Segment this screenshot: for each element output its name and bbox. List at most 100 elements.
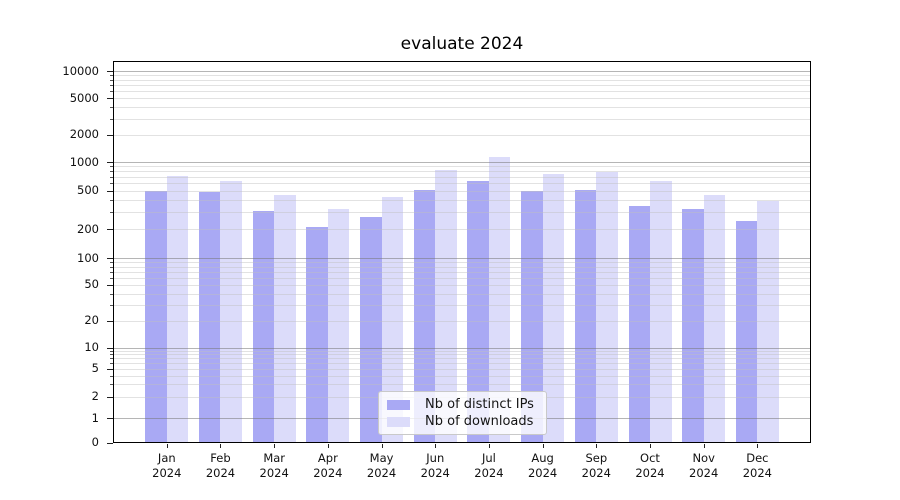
x-tick: [650, 444, 651, 448]
legend-item-distinct-ips: Nb of distinct IPs: [387, 397, 538, 412]
x-tick-label: Apr 2024: [293, 451, 363, 481]
legend-label-distinct-ips: Nb of distinct IPs: [425, 397, 534, 412]
legend-item-downloads: Nb of downloads: [387, 414, 538, 429]
plot-area: Nb of distinct IPs Nb of downloads: [113, 61, 811, 443]
bar-downloads: [274, 194, 296, 443]
x-tick: [488, 444, 490, 448]
bar-distinct-ips: [735, 221, 758, 443]
bar-downloads: [757, 201, 779, 443]
y-tick-label: 50: [84, 277, 99, 292]
x-tick-label-line: 2024: [527, 466, 558, 480]
grid-line-minor: [113, 384, 811, 386]
grid-line-minor: [113, 85, 811, 87]
x-tick-label-line: Dec: [746, 451, 769, 465]
grid-line-minor: [113, 183, 811, 185]
y-tick-minor: [110, 262, 113, 264]
y-tick-minor: [110, 200, 113, 202]
y-tick-minor: [110, 358, 113, 360]
y-tick-minor: [110, 350, 113, 352]
bar-downloads: [488, 157, 511, 443]
x-tick: [542, 444, 544, 448]
bar-downloads: [327, 208, 350, 443]
y-tick-minor: [110, 91, 113, 93]
y-tick-label: 5000: [69, 90, 99, 105]
bar-distinct-ips: [252, 210, 275, 443]
x-tick-label-line: Jan: [157, 451, 176, 465]
x-tick-label-line: Apr: [317, 451, 338, 465]
grid-line-minor: [113, 79, 811, 81]
grid-line-minor: [113, 190, 811, 192]
y-tick-label: 10000: [62, 63, 99, 78]
x-tick: [435, 444, 437, 448]
y-tick-minor: [110, 212, 113, 214]
bar-distinct-ips: [467, 181, 489, 443]
y-tick-label: 200: [77, 221, 99, 236]
x-tick-label-line: May: [369, 451, 394, 465]
bar-distinct-ips: [521, 191, 543, 443]
y-tick-minor: [110, 166, 113, 168]
x-tick-label: Dec 2024: [722, 451, 792, 481]
y-tick-minor: [110, 354, 113, 356]
x-tick-label-line: 2024: [742, 466, 773, 480]
grid-line-minor: [113, 107, 811, 109]
y-tick-label: 0: [91, 435, 99, 449]
grid-line-major: [113, 258, 811, 259]
x-tick-label: Jan 2024: [132, 451, 202, 481]
x-tick-label-line: Sep: [585, 451, 608, 465]
x-tick: [757, 444, 759, 448]
grid-line-minor: [113, 262, 811, 264]
y-tick-minor: [110, 375, 113, 377]
bar-distinct-ips: [360, 217, 382, 443]
x-tick-label-line: Oct: [640, 451, 660, 465]
grid-line-minor: [113, 212, 811, 214]
grid-line-minor: [113, 354, 811, 356]
grid-line-minor: [113, 75, 811, 77]
y-tick: [107, 134, 113, 136]
y-tick-minor: [110, 304, 113, 306]
y-tick-minor: [110, 75, 113, 77]
y-tick: [107, 347, 113, 349]
x-tick-label-line: Jul: [481, 451, 496, 465]
x-tick-label-line: 2024: [313, 466, 343, 480]
bar-downloads: [435, 169, 457, 443]
x-tick-label: Jun 2024: [400, 451, 470, 481]
x-tick-label: Jul 2024: [454, 451, 524, 481]
x-tick-label: Mar 2024: [239, 451, 309, 481]
x-tick-label-line: 2024: [635, 466, 665, 480]
bar-distinct-ips: [306, 227, 328, 443]
x-tick: [166, 444, 168, 448]
grid-line-minor: [113, 304, 811, 306]
y-tick: [107, 98, 113, 100]
grid-line-minor: [113, 277, 811, 279]
y-tick: [107, 258, 113, 259]
x-tick-label-line: 2024: [420, 466, 450, 480]
y-tick-minor: [110, 293, 113, 295]
x-tick-label-line: 2024: [152, 466, 182, 480]
x-tick: [703, 444, 705, 448]
y-tick-minor: [110, 183, 113, 185]
x-tick-label-line: Jun: [426, 451, 445, 465]
x-tick-label: May 2024: [347, 451, 417, 481]
y-tick-minor: [110, 363, 113, 365]
y-tick: [107, 162, 113, 163]
x-tick-label-line: Nov: [692, 451, 715, 465]
y-tick-minor: [110, 107, 113, 109]
x-tick: [327, 444, 329, 448]
x-tick-label-line: 2024: [259, 466, 289, 480]
y-tick-label: 1000: [69, 154, 99, 169]
grid-line-minor: [113, 358, 811, 360]
grid-line-minor: [113, 266, 811, 268]
y-tick-minor: [110, 85, 113, 87]
grid-line-minor: [113, 229, 811, 231]
grid-line-minor: [113, 98, 811, 100]
bar-downloads: [166, 175, 189, 443]
y-tick-minor: [110, 79, 113, 81]
x-tick-label-line: 2024: [474, 466, 504, 480]
y-tick-minor: [110, 118, 113, 120]
x-tick-label-line: 2024: [366, 466, 397, 480]
x-tick-label-line: 2024: [581, 466, 611, 480]
y-tick-label: 1: [91, 410, 99, 425]
bar-downloads: [596, 171, 618, 443]
grid-line-major: [113, 71, 811, 72]
